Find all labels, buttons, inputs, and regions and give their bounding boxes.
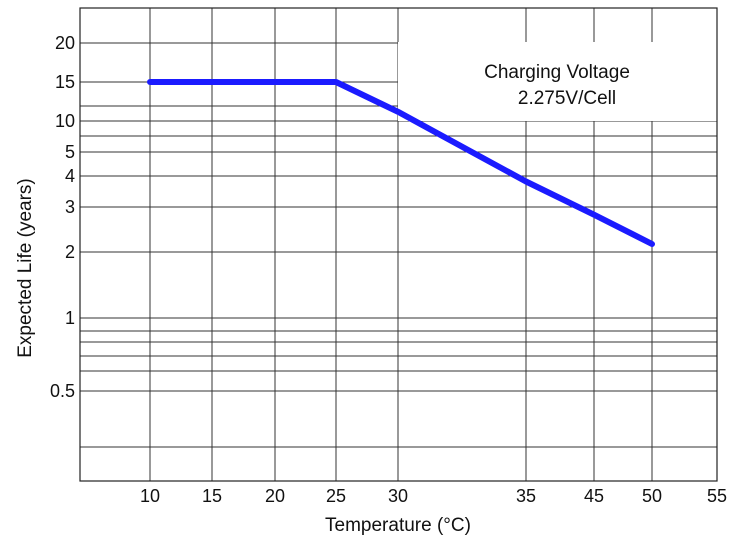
y-tick-label: 10 <box>55 111 75 131</box>
annotation-line-1: Charging Voltage <box>484 62 630 83</box>
x-tick-label: 35 <box>516 486 536 506</box>
annotation-box <box>398 42 717 121</box>
y-tick-label: 1 <box>65 308 75 328</box>
x-tick-label: 10 <box>140 486 160 506</box>
expected-life-series-line <box>147 79 655 247</box>
plot-frame <box>79 7 718 482</box>
y-tick-label: 4 <box>65 166 75 186</box>
x-tick-label: 55 <box>707 486 727 506</box>
y-tick-label: 3 <box>65 197 75 217</box>
x-axis-title: Temperature (°C) <box>325 515 471 536</box>
y-tick-label: 2 <box>65 242 75 262</box>
x-tick-label: 45 <box>584 486 604 506</box>
x-tick-label: 50 <box>642 486 662 506</box>
y-tick-labels: 20 15 10 5 4 3 2 1 0.5 <box>50 33 75 401</box>
y-tick-label: 5 <box>65 142 75 162</box>
x-tick-label: 20 <box>265 486 285 506</box>
x-tick-labels: 10 15 20 25 30 35 45 50 55 <box>140 486 727 506</box>
x-tick-label: 25 <box>326 486 346 506</box>
x-tick-label: 15 <box>202 486 222 506</box>
y-axis-title: Expected Life (years) <box>15 178 36 358</box>
x-tick-label: 30 <box>388 486 408 506</box>
series-layer <box>147 79 655 247</box>
y-tick-label: 15 <box>55 72 75 92</box>
y-tick-label: 0.5 <box>50 381 75 401</box>
annotation-line-2: 2.275V/Cell <box>518 88 616 109</box>
y-tick-label: 20 <box>55 33 75 53</box>
